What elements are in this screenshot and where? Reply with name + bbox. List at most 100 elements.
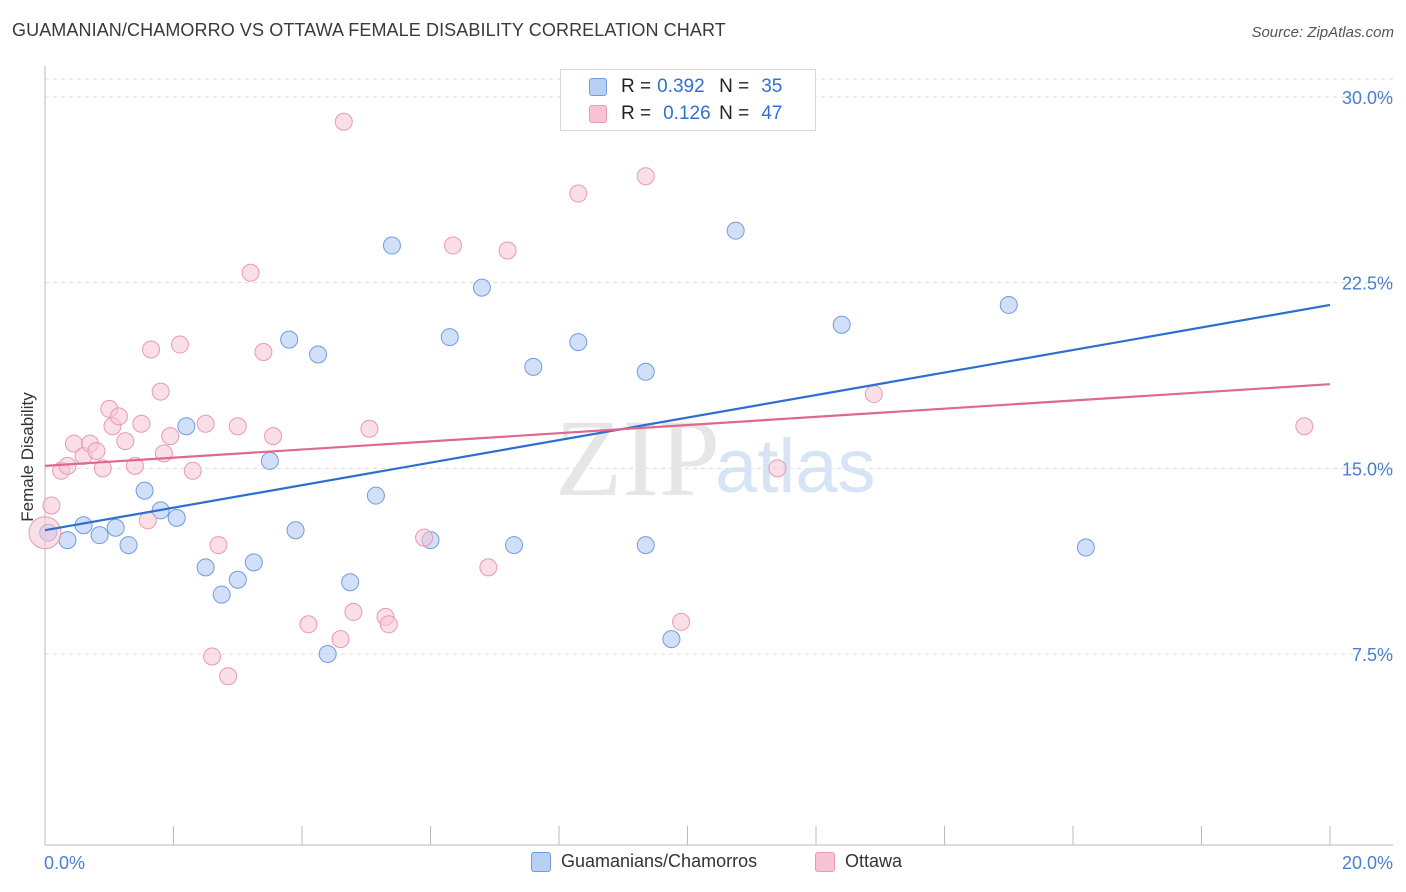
chart-source: Source: ZipAtlas.com	[1251, 24, 1394, 41]
ottawa-point	[42, 496, 61, 515]
guamanians-point	[318, 645, 337, 663]
bottom-legend-swatch-pink	[815, 851, 835, 872]
ottawa-point	[344, 602, 363, 621]
guamanians-point	[726, 221, 745, 240]
guamanians-point	[228, 570, 247, 589]
bottom-legend-swatch-blue	[531, 851, 551, 872]
legend-n-label: N =	[719, 76, 750, 97]
ottawa-point	[241, 263, 260, 282]
ottawa-point	[116, 432, 135, 451]
guamanians-point	[472, 278, 491, 297]
guamanians-point	[440, 328, 459, 347]
y-tick-label: 7.5%	[1352, 645, 1393, 665]
guamanians-point	[309, 345, 328, 364]
ottawa-point	[138, 511, 157, 530]
ottawa-point	[219, 667, 238, 686]
guamanians-point	[286, 521, 305, 540]
x-tick-label: 0.0%	[44, 853, 85, 873]
ottawa-point	[228, 417, 247, 436]
ottawa-point	[87, 442, 106, 461]
bottom-legend-ottawa: Ottawa	[815, 851, 902, 872]
correlation-legend: R = 0.392 N = 35 R = 0.126 N = 47	[560, 69, 816, 131]
ottawa-point	[125, 456, 144, 475]
guamanians-point	[167, 508, 186, 527]
guamanians-point	[119, 536, 138, 555]
y-tick-label: 22.5%	[1342, 274, 1393, 294]
ottawa-point	[28, 516, 62, 550]
guamanians-point	[196, 558, 215, 577]
bottom-legend-label: Guamanians/Chamorros	[561, 851, 758, 871]
ottawa-point	[203, 647, 222, 666]
ottawa-point	[196, 414, 215, 433]
legend-swatch-blue	[589, 78, 607, 96]
guamanians-point	[341, 573, 360, 592]
trendlines	[44, 303, 1331, 532]
ottawa-point	[254, 342, 273, 361]
tick-labels: 7.5% 15.0% 22.5% 30.0% 0.0% 20.0%	[44, 88, 1393, 873]
ottawa-point	[379, 615, 398, 634]
guamanians-point	[505, 536, 524, 555]
ottawa-point	[93, 459, 112, 478]
legend-r-value: 0.126	[663, 103, 711, 124]
ottawa-point	[479, 558, 498, 577]
guamanians-point	[106, 518, 125, 537]
ottawa-point	[768, 459, 787, 478]
ottawa-point	[569, 184, 588, 203]
ottawa-point	[415, 528, 434, 547]
guamanians-point	[244, 553, 263, 572]
legend-r-value: 0.392	[657, 76, 705, 97]
legend-n-label: N =	[719, 103, 750, 124]
ottawa-point	[264, 427, 283, 446]
guamanians-point	[636, 362, 655, 381]
guamanians-trendline	[44, 303, 1331, 532]
guamanians-point	[177, 417, 196, 436]
guamanians-point	[662, 630, 681, 649]
guamanians-point	[212, 585, 231, 604]
watermark-atlas: atlas	[715, 424, 876, 509]
ottawa-point	[151, 382, 170, 401]
legend-swatch-pink	[589, 105, 607, 123]
legend-n-value: 35	[761, 76, 783, 97]
guamanians-point	[636, 536, 655, 555]
ottawa-point	[132, 414, 151, 433]
ottawa-point	[1295, 417, 1314, 436]
bottom-legend-label: Ottawa	[845, 851, 903, 871]
ottawa-point	[183, 461, 202, 480]
legend-row-ottawa: R = 0.126 N = 47	[589, 102, 782, 126]
guamanians-point	[382, 236, 401, 255]
ottawa-point	[443, 236, 462, 255]
ottawa-point	[331, 630, 350, 649]
series-ottawa-points	[28, 112, 1314, 686]
guamanians-point	[135, 481, 154, 500]
legend-row-guamanians: R = 0.392 N = 35	[589, 75, 782, 99]
x-tick-label: 20.0%	[1342, 853, 1393, 873]
guamanians-point	[832, 315, 851, 334]
guamanians-point	[280, 330, 299, 349]
guamanians-point	[90, 526, 109, 545]
guamanians-point	[58, 531, 77, 550]
ottawa-point	[170, 335, 189, 354]
chart-title: GUAMANIAN/CHAMORRO VS OTTAWA FEMALE DISA…	[12, 20, 726, 40]
legend-r-label: R =	[621, 103, 652, 124]
guamanians-point	[999, 295, 1018, 314]
guamanians-point	[524, 357, 543, 376]
ottawa-point	[142, 340, 161, 359]
ottawa-point	[672, 612, 691, 631]
legend-r-label: R =	[621, 76, 652, 97]
y-axis-label: Female Disability	[18, 392, 37, 522]
ottawa-point	[360, 419, 379, 438]
ottawa-point	[209, 536, 228, 555]
guamanians-point	[569, 333, 588, 352]
ottawa-point	[334, 112, 353, 131]
ottawa-trendline	[44, 383, 1331, 467]
legend-n-value: 47	[761, 103, 783, 124]
ottawa-point	[161, 427, 180, 446]
y-tick-label: 30.0%	[1342, 88, 1393, 108]
guamanians-point	[1076, 538, 1095, 557]
ottawa-point	[864, 385, 883, 404]
y-tick-label: 15.0%	[1342, 459, 1393, 479]
axes	[44, 66, 1393, 846]
ottawa-point	[636, 167, 655, 186]
guamanians-point	[260, 451, 279, 470]
